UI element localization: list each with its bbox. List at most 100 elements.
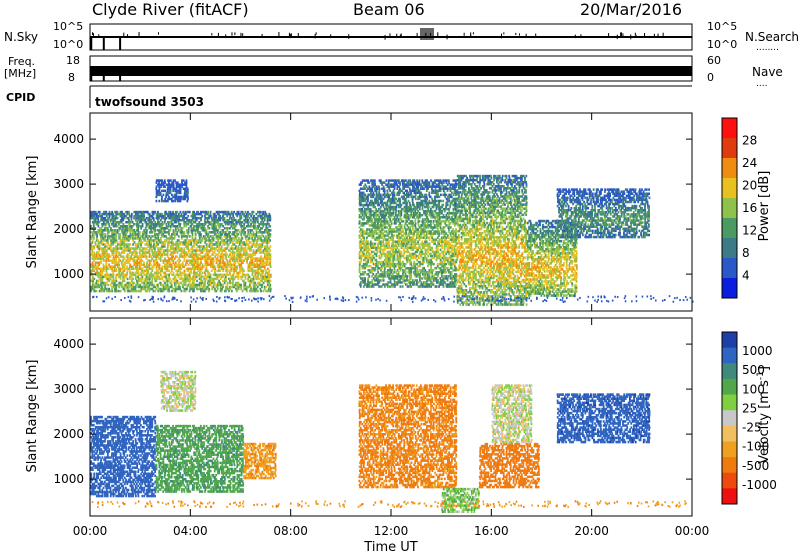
- echo-cell: [184, 263, 187, 266]
- echo-cell: [268, 273, 270, 277]
- echo-cell: [159, 214, 162, 218]
- echo-cell: [377, 207, 380, 211]
- echo-cell: [410, 242, 413, 246]
- nsearch-label: N.Search: [745, 30, 799, 44]
- echo-cell: [180, 241, 183, 244]
- echo-cell: [156, 251, 159, 254]
- echo-cell: [90, 245, 93, 248]
- echo-cell: [224, 263, 227, 266]
- echo-cell: [186, 261, 188, 264]
- echo-cell: [246, 220, 249, 224]
- echo-cell: [130, 229, 133, 232]
- echo-cell: [115, 233, 118, 236]
- echo-cell: [110, 259, 112, 262]
- echo-cell: [145, 225, 148, 228]
- echo-cell: [376, 268, 379, 272]
- echo-cell: [155, 273, 158, 277]
- echo-cell: [101, 271, 104, 275]
- echo-cell: [218, 214, 221, 218]
- echo-cell: [155, 277, 158, 281]
- echo-cell: [134, 216, 137, 220]
- echo-cell: [390, 262, 393, 266]
- nsky-spike: [234, 32, 236, 36]
- echo-cell: [190, 271, 193, 275]
- echo-cell: [147, 212, 150, 216]
- echo-cell: [108, 231, 111, 234]
- echo-cell: [213, 225, 216, 228]
- echo-cell: [396, 273, 398, 276]
- echo-cell: [364, 256, 367, 260]
- echo-cell: [390, 232, 393, 235]
- echo-cell: [175, 273, 178, 277]
- echo-cell: [231, 253, 234, 256]
- echo-cell: [397, 205, 400, 209]
- echo-cell: [174, 197, 177, 201]
- echo-cell: [254, 253, 257, 256]
- echo-cell: [94, 289, 97, 293]
- echo-cell: [141, 251, 144, 254]
- echo-cell: [381, 183, 383, 186]
- echo-cell: [132, 239, 135, 242]
- echo-cell: [258, 222, 261, 226]
- echo-cell: [195, 267, 198, 271]
- echo-cell: [139, 210, 141, 214]
- echo-cell: [140, 289, 142, 293]
- echo-cell: [389, 228, 392, 231]
- echo-cell: [257, 257, 259, 260]
- echo-cell: [166, 231, 169, 234]
- echo-cell: [216, 249, 219, 252]
- echo-cell: [224, 235, 227, 238]
- echo-cell: [397, 275, 400, 278]
- echo-cell: [193, 243, 196, 246]
- echo-cell: [180, 247, 183, 250]
- echo-cell: [269, 235, 272, 238]
- echo-cell: [215, 253, 217, 256]
- echo-cell: [134, 287, 137, 291]
- echo-cell: [269, 259, 272, 262]
- echo-cell: [243, 253, 246, 256]
- echo-cell: [137, 241, 140, 244]
- echo-cell: [141, 277, 144, 281]
- echo-cell: [396, 258, 399, 262]
- echo-cell: [155, 259, 158, 262]
- echo-cell: [393, 197, 396, 201]
- echo-cell: [159, 241, 162, 244]
- echo-cell: [230, 289, 233, 293]
- echo-cell: [389, 216, 392, 219]
- echo-cell: [96, 257, 99, 260]
- echo-cell: [134, 285, 137, 289]
- echo-cell: [179, 271, 182, 275]
- echo-cell: [381, 244, 383, 248]
- echo-cell: [241, 241, 244, 244]
- echo-cell: [364, 264, 367, 268]
- echo-cell: [114, 229, 117, 232]
- echo-cell: [386, 222, 389, 225]
- echo-cell: [171, 233, 173, 236]
- echo-cell: [372, 236, 375, 239]
- echo-cell: [251, 225, 254, 228]
- echo-cell: [397, 230, 400, 233]
- cpid-label: CPID: [6, 91, 35, 104]
- echo-cell: [127, 220, 130, 224]
- echo-cell: [411, 252, 414, 256]
- echo-cell: [176, 199, 179, 203]
- echo-cell: [374, 258, 377, 262]
- echo-cell: [181, 227, 184, 230]
- echo-cell: [150, 259, 153, 262]
- echo-cell: [229, 257, 232, 260]
- echo-cell: [188, 289, 191, 293]
- echo-cell: [176, 251, 179, 254]
- echo-cell: [211, 225, 213, 228]
- echo-cell: [409, 266, 412, 270]
- nsky-trace: [90, 28, 692, 50]
- echo-cell: [104, 281, 107, 285]
- echo-cell: [140, 245, 143, 248]
- echo-cell: [178, 285, 181, 289]
- echo-cell: [251, 212, 254, 216]
- echo-cell: [261, 216, 264, 220]
- echo-cell: [137, 229, 140, 232]
- echo-cell: [129, 247, 132, 250]
- echo-cell: [361, 266, 364, 270]
- echo-cell: [170, 235, 173, 238]
- echo-cell: [389, 201, 392, 205]
